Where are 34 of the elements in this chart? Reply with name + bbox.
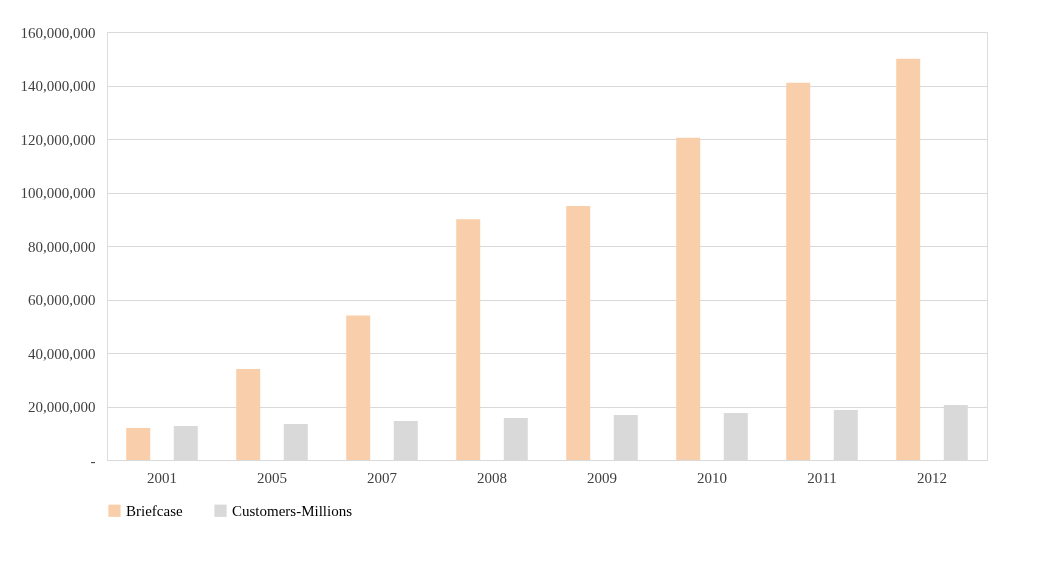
y-tick-label: 120,000,000: [20, 131, 96, 148]
y-tick-label: 160,000,000: [20, 24, 96, 41]
bar: [393, 420, 418, 460]
y-tick-label: 40,000,000: [28, 345, 96, 362]
bar: [126, 427, 151, 460]
bar: [346, 315, 371, 460]
bar: [173, 426, 198, 460]
bar: [676, 137, 701, 460]
y-tick-label: 20,000,000: [28, 399, 96, 415]
x-tick-label: 2007: [367, 469, 398, 486]
bar: [833, 409, 858, 460]
bar: [456, 219, 481, 460]
bar: [566, 205, 591, 460]
bar: [613, 415, 638, 460]
bar: [503, 418, 528, 460]
x-tick-label: 2008: [477, 469, 507, 486]
bar: [283, 423, 308, 460]
bar: [786, 82, 811, 460]
x-tick-label: 2001: [147, 469, 177, 486]
legend-label: Customers-Millions: [232, 502, 353, 519]
x-tick-label: 2005: [257, 469, 287, 486]
bar: [896, 58, 921, 460]
bar: [723, 412, 748, 460]
y-tick-label: 140,000,000: [20, 78, 96, 94]
y-tick-label: 80,000,000: [28, 238, 96, 255]
x-tick-label: 2010: [697, 469, 727, 486]
y-tick-label: -: [90, 452, 96, 469]
x-tick-label: 2009: [587, 469, 617, 486]
legend-label: Briefcase: [126, 502, 183, 519]
x-tick-label: 2011: [807, 469, 837, 486]
x-tick-label: 2012: [917, 469, 947, 486]
bar: [236, 369, 261, 460]
y-tick-label: 60,000,000: [28, 292, 96, 308]
y-tick-label: 100,000,000: [20, 185, 96, 201]
